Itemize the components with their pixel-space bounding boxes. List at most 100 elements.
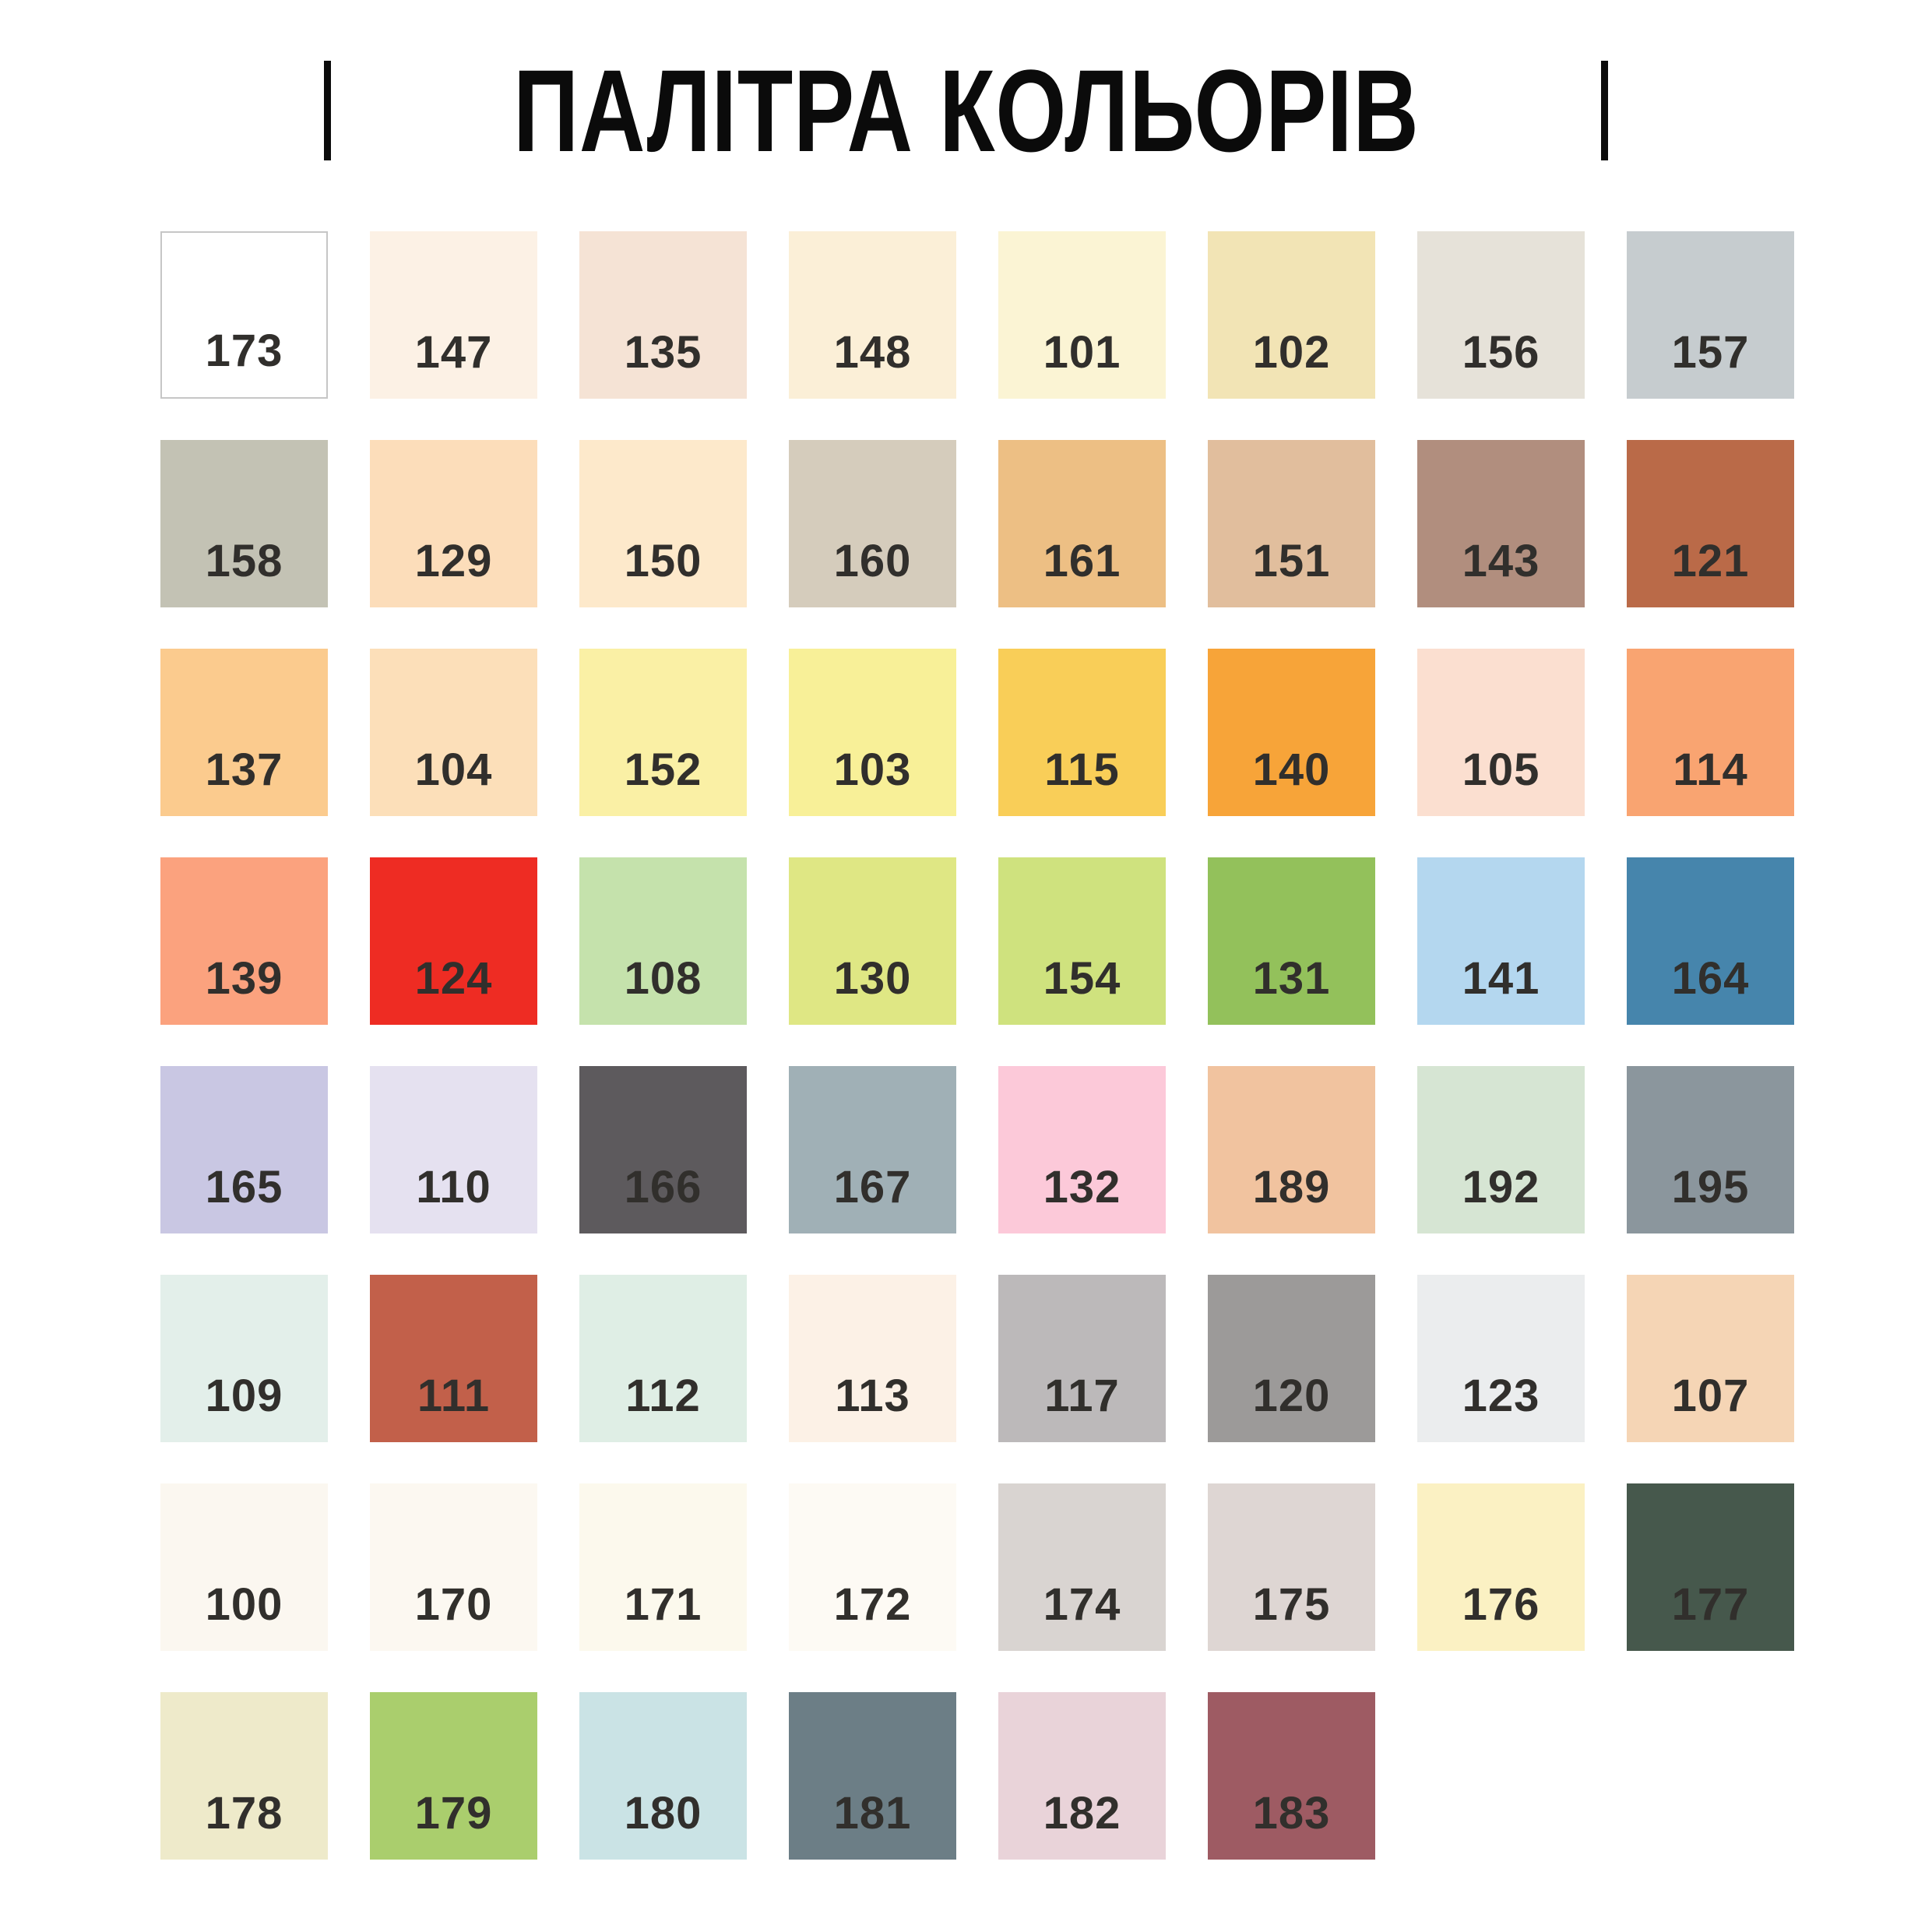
swatch-code-label: 160: [833, 536, 912, 586]
swatch-code-label: 172: [833, 1579, 912, 1630]
swatch-111: 111: [370, 1275, 537, 1442]
swatch-156: 156: [1417, 231, 1585, 399]
swatch-195: 195: [1627, 1066, 1794, 1233]
swatch-code-label: 189: [1252, 1162, 1331, 1212]
swatch-code-label: 167: [833, 1162, 912, 1212]
swatch-164: 164: [1627, 857, 1794, 1025]
swatch-code-label: 135: [624, 327, 702, 378]
title-right-bar: [1601, 61, 1609, 160]
swatch-code-label: 109: [205, 1371, 283, 1421]
swatch-code-label: 129: [414, 536, 493, 586]
swatch-code-label: 148: [833, 327, 912, 378]
swatch-code-label: 123: [1462, 1371, 1540, 1421]
swatch-152: 152: [579, 649, 747, 816]
swatch-code-label: 180: [624, 1788, 702, 1839]
swatch-102: 102: [1208, 231, 1375, 399]
swatch-165: 165: [160, 1066, 328, 1233]
swatch-151: 151: [1208, 440, 1375, 607]
swatch-code-label: 164: [1671, 953, 1750, 1004]
swatch-code-label: 140: [1252, 744, 1331, 795]
swatch-code-label: 179: [414, 1788, 493, 1839]
swatch-code-label: 105: [1462, 744, 1540, 795]
swatch-code-label: 143: [1462, 536, 1540, 586]
swatch-code-label: 102: [1252, 327, 1331, 378]
swatch-173: 173: [160, 231, 328, 399]
swatch-117: 117: [998, 1275, 1166, 1442]
swatch-code-label: 112: [625, 1371, 701, 1421]
swatch-code-label: 131: [1252, 953, 1331, 1004]
swatch-108: 108: [579, 857, 747, 1025]
swatch-code-label: 183: [1252, 1788, 1331, 1839]
swatch-166: 166: [579, 1066, 747, 1233]
swatch-132: 132: [998, 1066, 1166, 1233]
page-header: ПАЛІТРА КОЛЬОРІВ: [0, 45, 1932, 176]
swatch-179: 179: [370, 1692, 537, 1860]
swatch-178: 178: [160, 1692, 328, 1860]
swatch-130: 130: [789, 857, 956, 1025]
swatch-180: 180: [579, 1692, 747, 1860]
swatch-code-label: 178: [205, 1788, 283, 1839]
swatch-code-label: 177: [1671, 1579, 1750, 1630]
swatch-code-label: 173: [205, 326, 283, 376]
swatch-120: 120: [1208, 1275, 1375, 1442]
swatch-141: 141: [1417, 857, 1585, 1025]
swatch-code-label: 101: [1043, 327, 1121, 378]
swatch-code-label: 108: [624, 953, 702, 1004]
swatch-code-label: 124: [414, 953, 493, 1004]
swatch-175: 175: [1208, 1483, 1375, 1651]
swatch-123: 123: [1417, 1275, 1585, 1442]
swatch-150: 150: [579, 440, 747, 607]
swatch-158: 158: [160, 440, 328, 607]
swatch-181: 181: [789, 1692, 956, 1860]
swatch-code-label: 132: [1043, 1162, 1121, 1212]
swatch-code-label: 158: [205, 536, 283, 586]
swatch-code-label: 147: [414, 327, 493, 378]
swatch-182: 182: [998, 1692, 1166, 1860]
swatch-code-label: 181: [833, 1788, 912, 1839]
swatch-157: 157: [1627, 231, 1794, 399]
swatch-139: 139: [160, 857, 328, 1025]
swatch-code-label: 175: [1252, 1579, 1331, 1630]
swatch-189: 189: [1208, 1066, 1375, 1233]
swatch-109: 109: [160, 1275, 328, 1442]
swatch-104: 104: [370, 649, 537, 816]
swatch-176: 176: [1417, 1483, 1585, 1651]
swatch-code-label: 157: [1671, 327, 1750, 378]
swatch-code-label: 113: [835, 1371, 910, 1421]
swatch-135: 135: [579, 231, 747, 399]
swatch-105: 105: [1417, 649, 1585, 816]
swatch-code-label: 166: [624, 1162, 702, 1212]
swatch-code-label: 121: [1671, 536, 1750, 586]
swatch-115: 115: [998, 649, 1166, 816]
swatch-code-label: 103: [833, 744, 912, 795]
swatch-112: 112: [579, 1275, 747, 1442]
swatch-code-label: 182: [1043, 1788, 1121, 1839]
swatch-174: 174: [998, 1483, 1166, 1651]
swatch-code-label: 100: [205, 1579, 283, 1630]
swatch-code-label: 110: [416, 1162, 491, 1212]
swatch-code-label: 117: [1044, 1371, 1120, 1421]
swatch-code-label: 171: [624, 1579, 702, 1630]
swatch-code-label: 104: [414, 744, 493, 795]
swatch-167: 167: [789, 1066, 956, 1233]
swatch-114: 114: [1627, 649, 1794, 816]
swatch-code-label: 141: [1462, 953, 1540, 1004]
swatch-183: 183: [1208, 1692, 1375, 1860]
swatch-code-label: 170: [414, 1579, 493, 1630]
swatch-172: 172: [789, 1483, 956, 1651]
swatch-code-label: 152: [624, 744, 702, 795]
swatch-140: 140: [1208, 649, 1375, 816]
swatch-code-label: 111: [417, 1371, 491, 1421]
swatch-129: 129: [370, 440, 537, 607]
swatch-100: 100: [160, 1483, 328, 1651]
swatch-143: 143: [1417, 440, 1585, 607]
swatch-code-label: 192: [1462, 1162, 1540, 1212]
page-title: ПАЛІТРА КОЛЬОРІВ: [512, 45, 1420, 176]
swatch-110: 110: [370, 1066, 537, 1233]
swatch-103: 103: [789, 649, 956, 816]
swatch-101: 101: [998, 231, 1166, 399]
swatch-code-label: 161: [1043, 536, 1121, 586]
swatch-code-label: 176: [1462, 1579, 1540, 1630]
swatch-code-label: 130: [833, 953, 912, 1004]
